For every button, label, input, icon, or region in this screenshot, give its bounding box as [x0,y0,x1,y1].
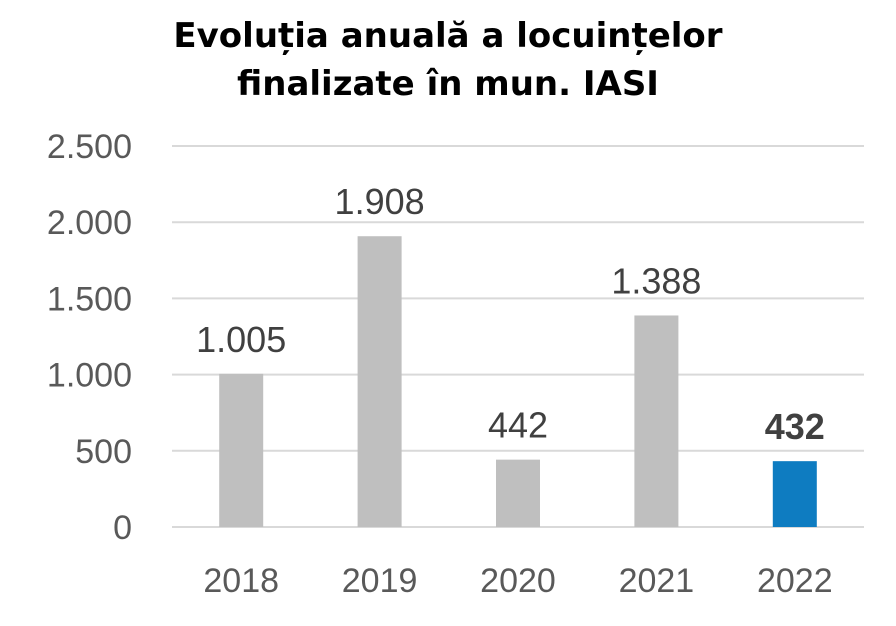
x-axis-tick-labels: 2018 2019 2020 2021 2022 [203,562,832,600]
chart-title-line-1: Evoluția anuală a locuințelor [173,16,723,56]
x-tick-label: 2020 [480,562,556,600]
bar-2022 [772,461,817,527]
y-tick-label: 2.000 [47,204,132,242]
chart-title-line-2: finalizate în mun. IASI [237,64,659,104]
bar-2021 [634,315,679,527]
bar-2019 [357,236,402,527]
y-tick-label: 1.500 [47,280,132,318]
chart-title: Evoluția anuală a locuințelor finalizate… [0,12,896,108]
data-labels: 1.005 1.908 442 1.388 432 [196,181,825,447]
y-axis-tick-labels: 0 500 1.000 1.500 2.000 2.500 [47,128,132,547]
data-label-2019: 1.908 [335,181,425,222]
y-tick-label: 500 [75,433,132,471]
bar-2020 [496,459,540,527]
data-label-2021: 1.388 [611,260,701,301]
y-tick-label: 2.500 [47,128,132,166]
y-tick-label: 1.000 [47,357,132,395]
data-label-2022: 432 [765,406,825,447]
data-label-2020: 442 [488,405,548,446]
x-tick-label: 2022 [757,562,833,600]
y-tick-label: 0 [113,509,132,547]
x-tick-label: 2018 [203,562,279,600]
bars [219,236,817,527]
data-label-2018: 1.005 [196,319,286,360]
x-tick-label: 2021 [619,562,695,600]
bar-2018 [219,373,264,527]
x-tick-label: 2019 [342,562,418,600]
